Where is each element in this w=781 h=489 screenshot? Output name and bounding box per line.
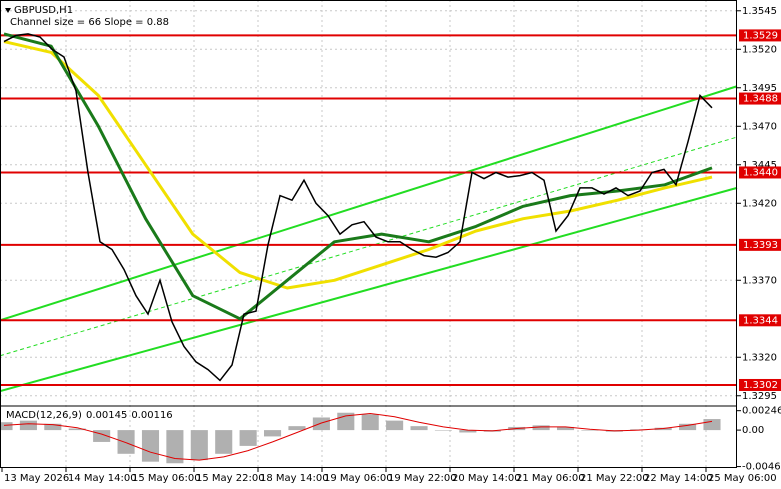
macd-tick-label: 0.00246 xyxy=(742,406,781,417)
time-label: 15 May 22:00 xyxy=(196,473,265,484)
level-label-box xyxy=(739,378,781,391)
plot-area xyxy=(0,0,738,468)
y-tick-label: 1.3420 xyxy=(742,198,777,209)
y-tick-label: 1.3445 xyxy=(742,160,777,171)
macd-signal-value: 0.00116 xyxy=(131,410,172,421)
time-label: 21 May 22:00 xyxy=(580,473,649,484)
macd-bar xyxy=(19,420,37,431)
macd-bar xyxy=(44,423,62,431)
macd-bar xyxy=(679,423,697,431)
macd-bar xyxy=(68,428,86,431)
y-tick-label: 1.3495 xyxy=(742,83,777,94)
channel-info: Channel size = 66 Slope = 0.88 xyxy=(10,17,169,28)
channel-line xyxy=(0,85,738,322)
macd-bar xyxy=(93,430,111,442)
level-label: 1.3488 xyxy=(743,94,778,105)
macd-title: MACD(12,26,9) xyxy=(6,410,82,421)
time-label: 21 May 06:00 xyxy=(516,473,585,484)
time-label: 19 May 22:00 xyxy=(388,473,457,484)
macd-bar xyxy=(312,417,330,431)
y-tick-label: 1.3470 xyxy=(742,121,777,132)
level-label: 1.3344 xyxy=(743,315,778,326)
macd-bar xyxy=(386,420,404,431)
y-tick-label: 1.3320 xyxy=(742,352,777,363)
time-label: 14 May 14:00 xyxy=(68,473,137,484)
time-label: 15 May 06:00 xyxy=(132,473,201,484)
time-label: 13 May 2026 xyxy=(4,473,69,484)
macd-bar xyxy=(264,430,282,437)
macd-bar xyxy=(190,430,208,461)
macd-bar xyxy=(239,430,257,446)
chart-title: GBPUSD,H1 xyxy=(14,5,73,16)
macd-bar xyxy=(288,426,306,431)
y-tick-label: 1.3370 xyxy=(742,275,777,286)
level-label: 1.3529 xyxy=(743,30,778,41)
macd-bar xyxy=(459,430,477,433)
channel-midline xyxy=(0,136,738,357)
macd-bar xyxy=(434,430,452,431)
channel-line xyxy=(0,186,738,393)
y-tick-label: 1.3545 xyxy=(742,6,777,17)
moving-average xyxy=(3,40,713,290)
price-line xyxy=(3,33,713,382)
level-label-box xyxy=(739,29,781,42)
level-label-box xyxy=(739,166,781,179)
macd-tick-label: -0.00462 xyxy=(742,462,781,473)
macd-bar xyxy=(361,414,379,431)
macd-bar xyxy=(703,419,721,431)
macd-tick-label: 0.00 xyxy=(742,425,764,436)
macd-bar xyxy=(215,430,233,454)
time-label: 25 May 06:00 xyxy=(708,473,777,484)
macd-bar xyxy=(0,422,13,431)
y-tick-label: 1.3295 xyxy=(742,391,777,402)
moving-average xyxy=(3,32,713,321)
frame xyxy=(0,0,737,468)
macd-bar xyxy=(532,425,550,431)
time-label: 22 May 14:00 xyxy=(644,473,713,484)
macd-bar xyxy=(556,426,575,431)
level-label: 1.3440 xyxy=(743,167,778,178)
macd-bar xyxy=(581,430,599,431)
level-label-box xyxy=(739,92,781,105)
macd-bar xyxy=(166,430,184,464)
level-label-box xyxy=(739,314,781,327)
macd-main-value: 0.00145 xyxy=(86,410,127,421)
level-label: 1.3302 xyxy=(743,380,778,391)
time-label: 19 May 06:00 xyxy=(324,473,393,484)
y-tick-label: 1.3520 xyxy=(742,44,777,55)
macd-signal xyxy=(3,412,713,461)
symbol-icon xyxy=(5,8,11,13)
time-label: 20 May 14:00 xyxy=(452,473,521,484)
macd-label: MACD(12,26,9) 0.00145 0.00116 xyxy=(6,410,173,421)
macd-bar xyxy=(117,430,135,454)
level-label: 1.3393 xyxy=(743,240,778,251)
time-label: 18 May 14:00 xyxy=(260,473,329,484)
macd-bar xyxy=(410,426,428,431)
macd-bar xyxy=(141,430,160,462)
level-label-box xyxy=(739,238,781,251)
